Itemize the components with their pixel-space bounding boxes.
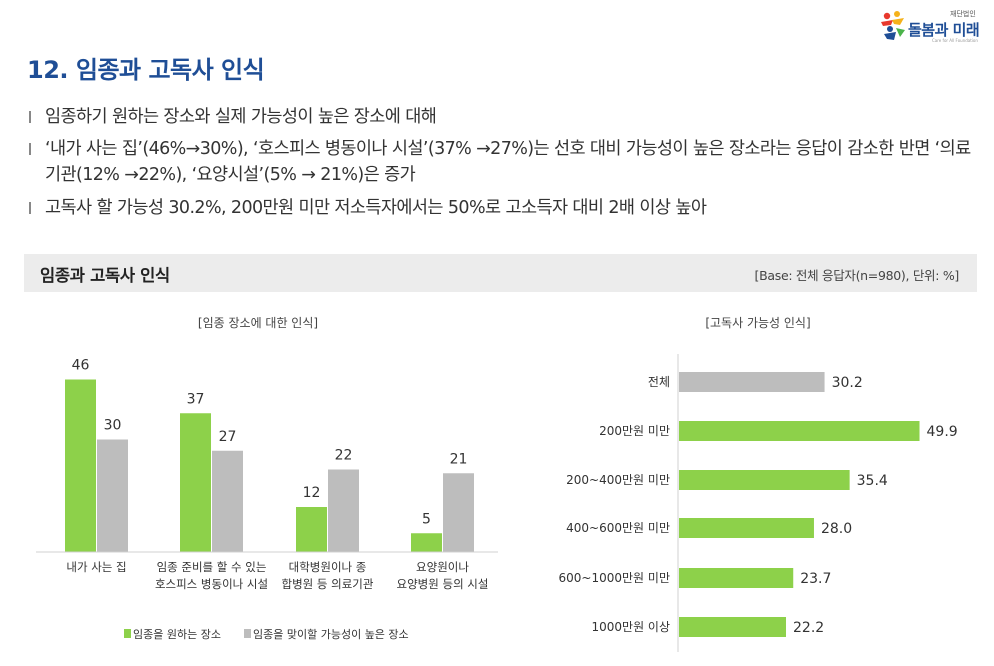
bar-preferred-1 xyxy=(180,413,211,552)
hbar-1 xyxy=(679,421,920,441)
logo-small-text: 재단법인 xyxy=(950,10,976,18)
hbar-value-2: 35.4 xyxy=(857,473,888,489)
legend-swatch-likely xyxy=(244,629,251,638)
category-label-1-0: 임종 준비를 할 수 있는 xyxy=(157,560,267,574)
bar-label-likely-1: 27 xyxy=(219,429,237,445)
logo-name: 돌봄과 미래 xyxy=(908,21,980,39)
bar-likely-1 xyxy=(212,450,243,552)
bar-preferred-0 xyxy=(65,379,96,552)
bar-preferred-2 xyxy=(296,507,327,552)
bar-likely-2 xyxy=(328,469,359,552)
foundation-logo: 재단법인 돌봄과 미래 Care for All Foundation xyxy=(878,6,988,46)
page-title: 12. 임종과 고독사 인식 xyxy=(27,56,265,84)
bullet-1: 임종하기 원하는 장소와 실제 가능성이 높은 장소에 대해 xyxy=(28,104,978,130)
bar-label-preferred-1: 37 xyxy=(187,391,205,407)
category-label-2-0: 대학병원이나 종 xyxy=(289,560,367,574)
bar-label-preferred-0: 46 xyxy=(72,358,90,374)
bar-likely-0 xyxy=(97,439,128,552)
legend-swatch-preferred xyxy=(124,629,131,638)
hbar-3 xyxy=(679,518,814,538)
bar-label-likely-0: 30 xyxy=(104,418,122,434)
section-title: 임종과 고독사 인식 xyxy=(40,266,170,285)
hbar-value-4: 23.7 xyxy=(800,571,831,587)
category-label-2-1: 합병원 등 의료기관 xyxy=(282,577,374,591)
section-base-note: [Base: 전체 응답자(n=980), 단위: %] xyxy=(754,268,960,283)
summary-bullets: 임종하기 원하는 장소와 실제 가능성이 높은 장소에 대해 ‘내가 사는 집’… xyxy=(28,104,978,228)
right-chart-title: [고독사 가능성 인식] xyxy=(705,316,810,330)
bar-label-likely-3: 21 xyxy=(450,451,468,467)
hbar-value-5: 22.2 xyxy=(793,620,824,636)
logo-subtitle: Care for All Foundation xyxy=(932,38,978,43)
legend-label-preferred: 임종을 원하는 장소 xyxy=(133,627,221,641)
logo-people-icon xyxy=(881,11,905,40)
hbar-value-1: 49.9 xyxy=(927,424,958,440)
category-label-3-0: 요양원이나 xyxy=(416,560,469,574)
bar-likely-3 xyxy=(443,473,474,552)
bullet-3: 고독사 할 가능성 30.2%, 200만원 미만 저소득자에서는 50%로 고… xyxy=(28,195,978,221)
category-label-3-1: 요양병원 등의 시설 xyxy=(397,577,489,591)
hbar-value-3: 28.0 xyxy=(821,521,852,537)
bar-preferred-3 xyxy=(411,533,442,552)
hbar-2 xyxy=(679,470,850,490)
hbar-value-0: 30.2 xyxy=(832,375,863,391)
hbar-category-2: 200~400만원 미만 xyxy=(566,473,670,487)
category-label-0-0: 내가 사는 집 xyxy=(66,560,126,574)
hbar-4 xyxy=(679,568,794,588)
category-label-1-1: 호스피스 병동이나 시설 xyxy=(155,577,268,591)
legend-label-likely: 임종을 맞이할 가능성이 높은 장소 xyxy=(253,628,409,641)
bullet-2: ‘내가 사는 집’(46%→30%), ‘호스피스 병동이나 시설’(37% →… xyxy=(28,136,978,188)
hbar-category-0: 전체 xyxy=(648,375,670,389)
section-header: 임종과 고독사 인식 [Base: 전체 응답자(n=980), 단위: %] xyxy=(24,254,977,292)
bar-label-preferred-2: 12 xyxy=(303,485,321,501)
hbar-5 xyxy=(679,617,787,637)
bar-label-likely-2: 22 xyxy=(335,448,353,464)
bar-label-preferred-3: 5 xyxy=(422,511,431,527)
hbar-0 xyxy=(679,372,825,392)
hbar-category-4: 600~1000만원 미만 xyxy=(559,571,670,585)
hbar-category-3: 400~600만원 미만 xyxy=(566,521,670,535)
left-chart-title: [임종 장소에 대한 인식] xyxy=(198,316,318,330)
hbar-category-5: 1000만원 이상 xyxy=(591,620,670,634)
hbar-category-1: 200만원 미만 xyxy=(599,424,670,438)
